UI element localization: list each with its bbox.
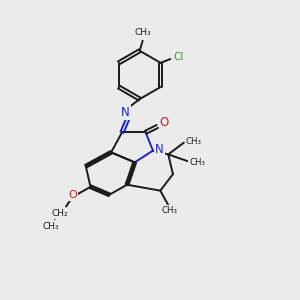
- Text: O: O: [68, 190, 77, 200]
- Text: CH₃: CH₃: [42, 222, 59, 231]
- Text: CH₂: CH₂: [51, 209, 68, 218]
- Text: Cl: Cl: [174, 52, 184, 62]
- Text: N: N: [121, 106, 130, 119]
- Text: O: O: [160, 116, 169, 129]
- Text: CH₃: CH₃: [162, 206, 178, 214]
- Text: CH₃: CH₃: [185, 137, 201, 146]
- Text: N: N: [155, 142, 164, 156]
- Text: CH₃: CH₃: [134, 28, 151, 37]
- Text: CH₃: CH₃: [189, 158, 205, 167]
